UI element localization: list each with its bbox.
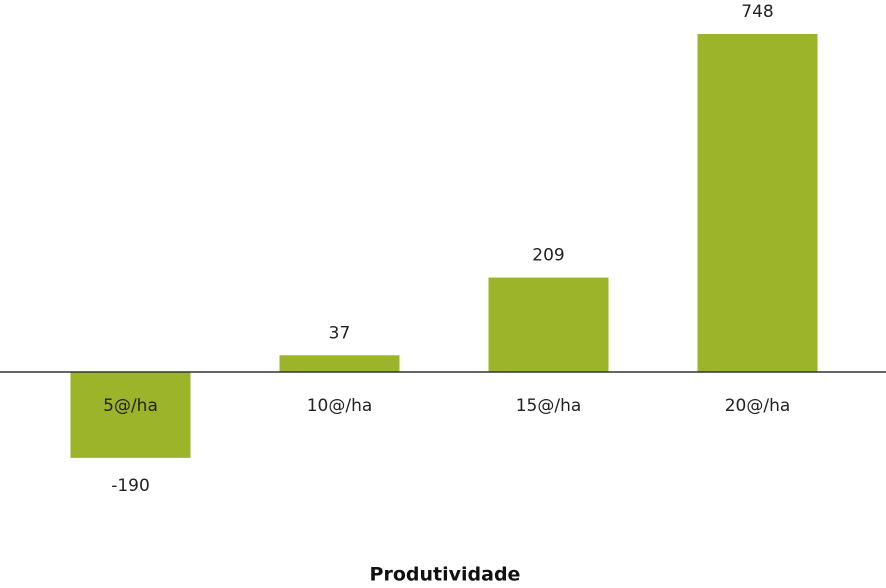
x-tick-label: 15@/ha xyxy=(516,396,582,416)
data-label: -190 xyxy=(111,476,150,496)
x-axis-title: Produtividade xyxy=(370,564,521,586)
x-tick-label: 5@/ha xyxy=(103,396,158,416)
bar xyxy=(279,355,400,372)
bar xyxy=(70,372,191,458)
bar xyxy=(488,277,609,372)
x-tick-label: 10@/ha xyxy=(307,396,373,416)
data-label: 209 xyxy=(532,246,564,266)
x-tick-label: 20@/ha xyxy=(725,396,791,416)
data-label: 748 xyxy=(741,2,773,22)
data-label: 37 xyxy=(329,323,351,343)
bar xyxy=(697,34,818,372)
